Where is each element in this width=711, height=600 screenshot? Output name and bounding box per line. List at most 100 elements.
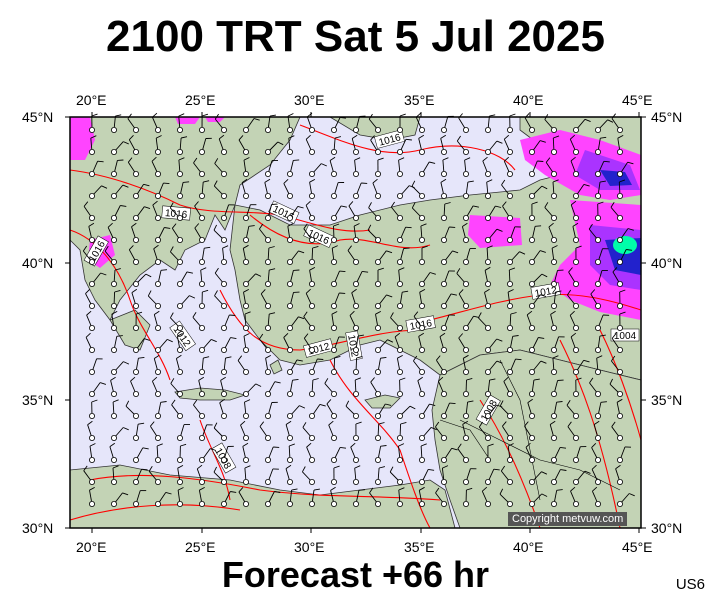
wind-barb: [242, 383, 262, 397]
wind-barb: [462, 400, 474, 419]
wind-barb: [611, 355, 624, 375]
wind-barb: [176, 423, 191, 441]
wind-barb: [529, 273, 548, 287]
wind-barb: [286, 113, 294, 134]
wind-barb: [440, 465, 449, 485]
wind-barb: [111, 268, 121, 287]
wind-barb: [111, 114, 122, 134]
wind-barb: [132, 311, 143, 331]
wind-barb: [462, 487, 473, 507]
wind-barb: [264, 159, 279, 177]
wind-barb: [418, 486, 425, 507]
isobars: [69, 124, 642, 529]
wind-barb: [545, 157, 558, 177]
wind-barb: [527, 398, 536, 419]
wind-barb: [89, 382, 107, 397]
wind-barb: [462, 180, 474, 199]
wind-barb: [306, 442, 315, 463]
wind-barb: [374, 339, 394, 353]
wind-barb: [198, 180, 210, 199]
wind-barb: [374, 157, 384, 177]
wind-barb: [264, 468, 279, 485]
wind-barb: [374, 311, 382, 331]
wind-barb: [242, 333, 250, 353]
wind-barb: [440, 157, 449, 177]
wind-barb: [89, 358, 103, 375]
wind-barb: [352, 270, 369, 287]
wind-barb: [352, 489, 365, 507]
wind-barb: [440, 134, 447, 155]
wind-barb: [330, 336, 345, 353]
wind-barb: [198, 448, 217, 463]
wind-barb: [171, 399, 183, 419]
wind-barb: [264, 203, 278, 221]
wind-barb: [176, 487, 184, 507]
wind-barb: [220, 376, 227, 397]
wind-barb: [330, 355, 341, 375]
wind-barb: [286, 316, 305, 331]
wind-barb: [544, 202, 558, 221]
lat-label-right: 45°N: [651, 109, 683, 125]
wind-barb: [330, 292, 346, 309]
wind-barb: [548, 222, 558, 243]
wind-barb: [352, 157, 361, 177]
wind-barb: [259, 333, 271, 353]
wind-barb: [418, 134, 425, 155]
wind-barb: [82, 245, 96, 265]
wind-barb: [218, 134, 227, 155]
wind-barb: [591, 442, 602, 463]
wind-barb: [351, 288, 359, 309]
wind-barb: [570, 200, 580, 221]
wind-barb: [264, 141, 284, 155]
wind-barb: [132, 490, 147, 507]
wind-barb: [502, 421, 513, 441]
wind-barb: [128, 245, 139, 265]
wind-barb: [595, 160, 610, 177]
wind-barb: [551, 179, 559, 199]
wind-barb: [132, 183, 150, 199]
wind-barb: [214, 267, 227, 287]
wind-barb: [462, 247, 476, 265]
wind-barb: [544, 114, 558, 134]
wind-barb: [111, 289, 121, 309]
wind-barb: [154, 135, 162, 155]
wind-barb: [264, 114, 276, 134]
wind-barb: [372, 178, 381, 199]
wind-barb: [286, 159, 300, 177]
wind-barb: [303, 223, 315, 243]
wind-barb: [573, 446, 587, 463]
wind-barb: [506, 358, 522, 375]
wind-barb: [595, 401, 607, 419]
wind-barb: [595, 334, 606, 353]
wind-barb: [213, 224, 227, 243]
wind-barb: [154, 227, 171, 243]
wind-barb: [330, 223, 340, 243]
wind-barb: [500, 465, 513, 485]
wind-barb: [351, 134, 359, 155]
wind-barb: [567, 421, 580, 441]
wind-barb: [111, 399, 119, 419]
wind-barb: [286, 359, 303, 375]
wind-barb: [153, 244, 161, 265]
isobar-label: 1004: [610, 328, 640, 342]
wind-barb: [396, 267, 405, 287]
wind-barb: [573, 183, 590, 199]
wind-barb: [198, 338, 217, 353]
lon-label-top: 30°E: [294, 92, 325, 108]
wind-barb: [176, 333, 183, 353]
wind-barb: [264, 312, 276, 331]
wind-barb: [198, 376, 205, 397]
wind-barb: [242, 204, 257, 221]
wind-barb: [524, 421, 536, 441]
wind-barb: [484, 205, 502, 221]
wind-barb: [241, 178, 249, 199]
lon-label-top: 40°E: [513, 92, 544, 108]
wind-barb: [484, 114, 496, 134]
wind-barb: [308, 267, 316, 287]
wind-barb: [176, 113, 185, 134]
wind-barb: [111, 311, 118, 331]
wind-barb: [529, 185, 548, 199]
svg-text:1004: 1004: [614, 331, 637, 342]
wind-barb: [132, 422, 145, 441]
wind-barb: [595, 248, 609, 265]
